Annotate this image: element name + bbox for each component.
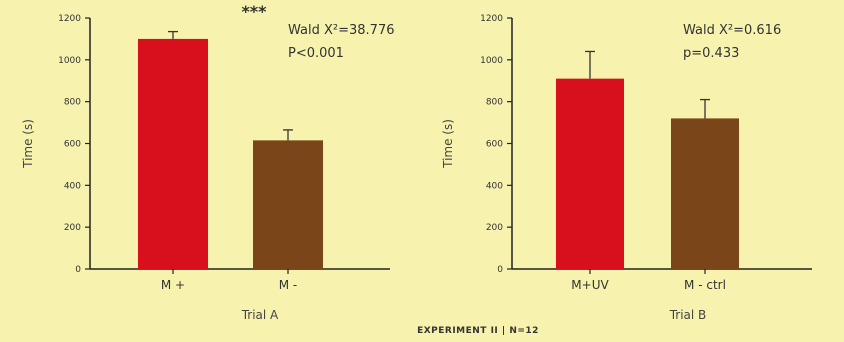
y-tick-label: 1200 [58, 14, 81, 24]
x-axis-title: Trial B [669, 308, 707, 322]
x-category-label: M+UV [571, 278, 609, 292]
stat-annotation: Wald X²=38.776 [288, 23, 394, 38]
x-category-label: M + [161, 278, 185, 292]
y-axis-title: Time (s) [21, 119, 35, 169]
y-tick-label: 1200 [480, 14, 503, 24]
y-tick-label: 200 [486, 223, 503, 233]
y-tick-label: 1000 [480, 56, 503, 66]
figure-footer: EXPERIMENT II | N=12 [417, 326, 539, 336]
y-tick-label: 600 [486, 140, 503, 150]
bar-2 [253, 140, 323, 269]
panel-trial-b: 0 200 400 600 800 1000 1200 M+UV M - ctrl Trial B… [441, 14, 812, 322]
y-tick-label: 400 [486, 181, 503, 191]
y-tick-label: 0 [497, 265, 503, 275]
y-tick-label: 400 [64, 181, 81, 191]
bar-2 [671, 118, 739, 270]
x-axis-title: Trial A [241, 308, 279, 322]
y-tick-label: 200 [64, 223, 81, 233]
y-axis-title: Time (s) [441, 119, 455, 169]
y-tick-label: 600 [64, 140, 81, 150]
y-tick-label: 0 [75, 265, 81, 275]
x-category-label: M - ctrl [684, 278, 726, 292]
y-tick-label: 800 [486, 98, 503, 108]
stat-annotation: Wald X²=0.616 [683, 23, 781, 38]
significance-stars: *** [241, 2, 267, 21]
x-category-label: M - [279, 278, 298, 292]
panel-trial-a: 0 200 400 600 800 1000 1200 M + M - Trial A Time (… [21, 2, 394, 322]
y-tick-label: 800 [64, 98, 81, 108]
stat-annotation: P<0.001 [288, 46, 344, 61]
y-tick-label: 1000 [58, 56, 81, 66]
bar-1 [138, 38, 208, 269]
stat-annotation: p=0.433 [683, 46, 739, 61]
bar-1 [556, 78, 624, 270]
